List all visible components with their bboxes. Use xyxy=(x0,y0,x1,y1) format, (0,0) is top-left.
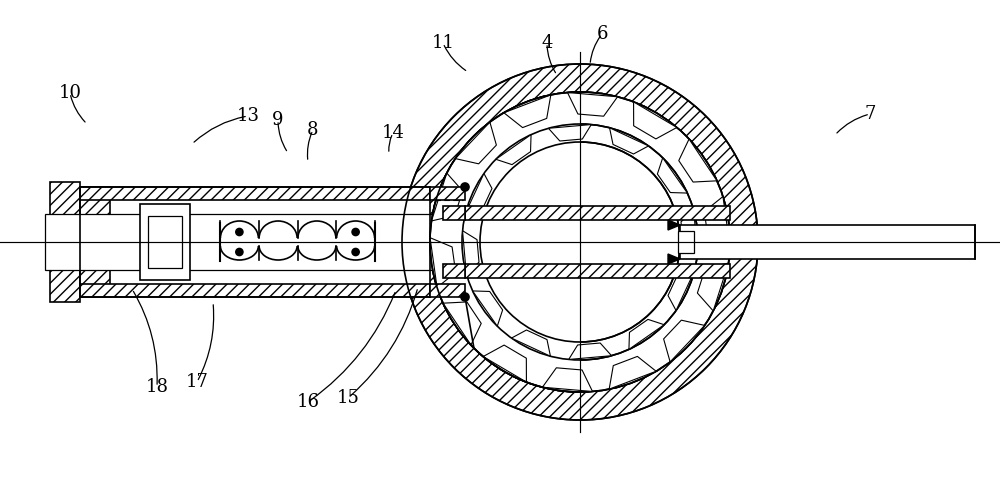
Bar xyxy=(50,182,80,302)
Text: 13: 13 xyxy=(237,107,260,125)
Text: 15: 15 xyxy=(337,389,359,407)
Polygon shape xyxy=(463,231,479,273)
Text: 11: 11 xyxy=(432,34,454,52)
Text: 18: 18 xyxy=(146,378,168,396)
Bar xyxy=(148,216,182,268)
Polygon shape xyxy=(483,345,526,382)
Text: 9: 9 xyxy=(272,111,284,129)
Polygon shape xyxy=(634,102,677,139)
Text: 6: 6 xyxy=(596,25,608,43)
Polygon shape xyxy=(567,93,618,116)
Polygon shape xyxy=(668,220,680,230)
Wedge shape xyxy=(462,124,698,360)
Text: 17: 17 xyxy=(186,373,208,391)
Polygon shape xyxy=(466,173,492,213)
Polygon shape xyxy=(430,92,580,392)
Polygon shape xyxy=(496,135,531,165)
Polygon shape xyxy=(668,254,680,264)
Polygon shape xyxy=(657,158,687,193)
Circle shape xyxy=(352,248,359,255)
Polygon shape xyxy=(668,271,694,311)
Polygon shape xyxy=(430,238,456,288)
Bar xyxy=(443,264,465,278)
Bar xyxy=(80,187,110,297)
Polygon shape xyxy=(681,211,697,253)
Text: 8: 8 xyxy=(307,121,319,139)
Polygon shape xyxy=(610,128,649,154)
Circle shape xyxy=(236,248,243,255)
Bar xyxy=(678,231,694,253)
Polygon shape xyxy=(548,124,591,141)
Bar xyxy=(80,187,430,200)
Polygon shape xyxy=(431,173,463,221)
Text: 10: 10 xyxy=(58,84,82,102)
Bar xyxy=(80,200,430,284)
Wedge shape xyxy=(402,64,758,420)
Circle shape xyxy=(480,142,680,342)
Text: 14: 14 xyxy=(382,124,404,142)
Bar xyxy=(430,187,465,200)
Polygon shape xyxy=(697,263,729,311)
Polygon shape xyxy=(504,95,551,127)
Bar xyxy=(443,206,465,220)
Bar xyxy=(140,204,190,280)
Polygon shape xyxy=(664,320,705,362)
Polygon shape xyxy=(609,356,656,389)
Bar xyxy=(80,187,430,297)
Polygon shape xyxy=(704,196,730,246)
Polygon shape xyxy=(569,343,612,360)
Bar xyxy=(465,206,730,220)
Bar xyxy=(45,214,565,270)
Circle shape xyxy=(461,293,469,301)
Polygon shape xyxy=(679,139,717,182)
Polygon shape xyxy=(455,122,496,164)
Bar xyxy=(80,284,430,297)
Bar xyxy=(680,225,975,259)
Polygon shape xyxy=(629,319,664,349)
Circle shape xyxy=(430,92,730,392)
Polygon shape xyxy=(473,291,503,326)
Circle shape xyxy=(461,183,469,191)
Text: 7: 7 xyxy=(864,105,876,123)
Text: 16: 16 xyxy=(296,393,320,411)
Circle shape xyxy=(236,228,243,236)
Polygon shape xyxy=(511,330,550,356)
Circle shape xyxy=(352,228,359,236)
Bar xyxy=(430,284,465,297)
Text: 4: 4 xyxy=(541,34,553,52)
Polygon shape xyxy=(542,368,593,392)
Bar xyxy=(465,264,730,278)
Polygon shape xyxy=(443,302,481,345)
